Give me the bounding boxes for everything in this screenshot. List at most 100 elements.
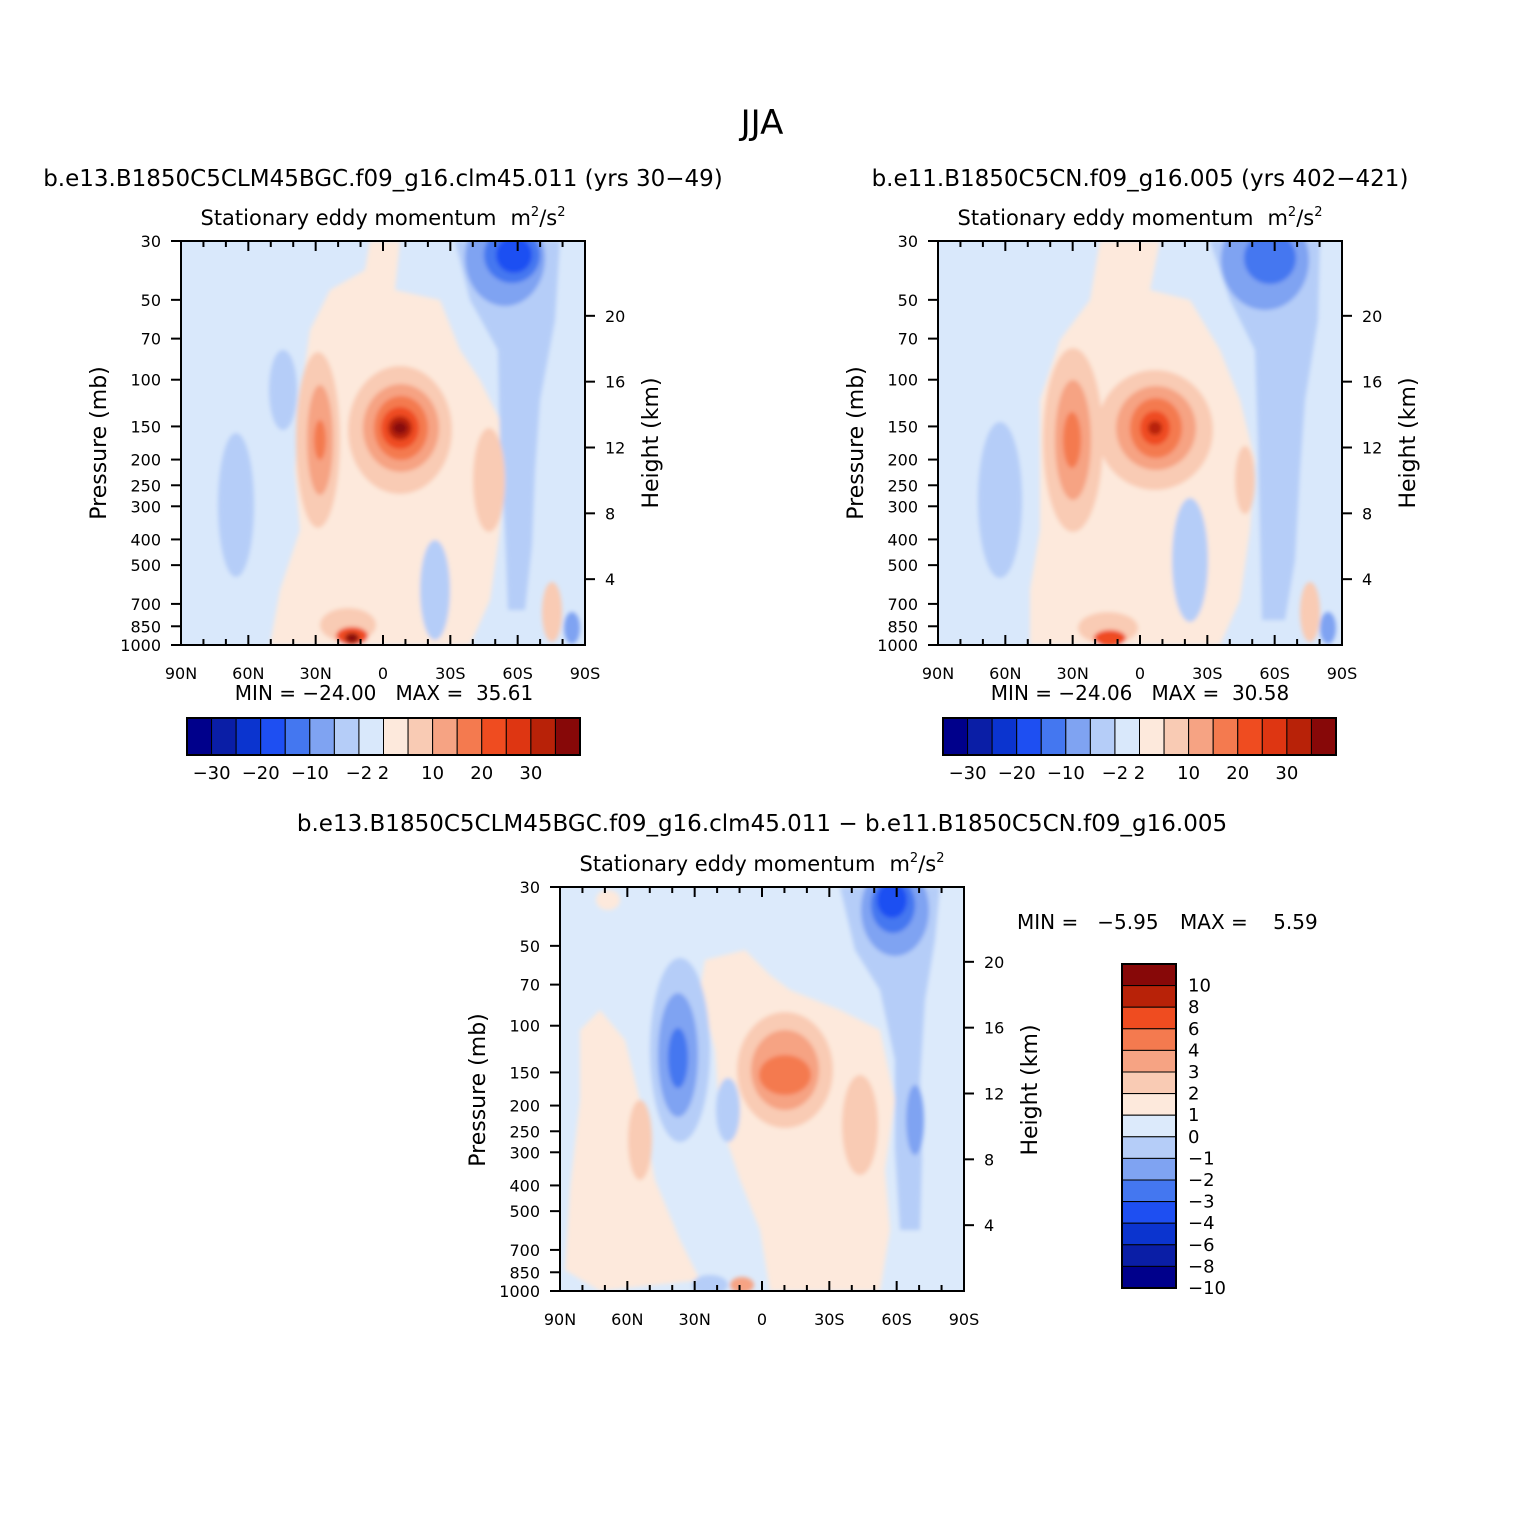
field-blob [1148, 421, 1162, 435]
colorbar-swatch [1261, 717, 1288, 756]
colorbar-swatch [1121, 1201, 1177, 1224]
pressure-tick-label: 50 [141, 291, 161, 310]
height-tick-label: 16 [984, 1019, 1004, 1038]
colorbar-label: −8 [1188, 1256, 1215, 1277]
lat-tick-label: 60S [1259, 664, 1290, 683]
pressure-tick-label: 300 [887, 497, 918, 516]
colorbar-swatch [967, 717, 993, 756]
colorbar-swatch [1121, 963, 1177, 987]
lat-tick-label: 90N [544, 1310, 576, 1329]
colorbar-swatch [235, 717, 262, 756]
colorbar-label: −30 [949, 763, 987, 784]
colorbar-label: −20 [998, 763, 1036, 784]
colorbar-swatch [554, 717, 581, 756]
colorbar-swatch [942, 717, 969, 756]
lat-tick-label: 60S [881, 1310, 912, 1329]
field-blob [314, 420, 326, 460]
lat-tick-label: 90N [165, 664, 197, 683]
colorbar-swatch [456, 717, 483, 756]
colorbar-label: 0 [1188, 1127, 1199, 1148]
pressure-tick-label: 1000 [877, 636, 918, 655]
colorbar-swatch [358, 717, 384, 756]
field-blob [1172, 498, 1208, 622]
height-tick-label: 20 [1362, 307, 1382, 326]
colorbar-swatch [1016, 717, 1042, 756]
colorbar-label: 30 [519, 763, 542, 784]
pressure-tick-label: 1000 [120, 636, 161, 655]
colorbar-label: −10 [291, 763, 329, 784]
pressure-tick-label: 200 [887, 451, 918, 470]
colorbar-label: −10 [1047, 763, 1085, 784]
lat-tick-label: 30S [435, 664, 466, 683]
pressure-tick-label: 100 [130, 371, 161, 390]
colorbar-swatch [1121, 1028, 1177, 1051]
colorbar-frame [186, 717, 581, 756]
colorbar-main: −30 −20 −10 −2 2 10 20 30 [186, 717, 581, 784]
colorbar-swatch [1121, 1006, 1177, 1030]
colorbar-swatch [1121, 1093, 1177, 1116]
colorbar-swatch [1065, 717, 1091, 756]
lat-tick-label: 60S [502, 664, 533, 683]
field-blob [564, 612, 580, 644]
pressure-tick-label: 30 [141, 232, 161, 251]
field-blob [420, 540, 450, 640]
height-tick-label: 12 [1362, 438, 1382, 457]
colorbar-swatch [383, 717, 409, 756]
pressure-tick-label: 700 [509, 1241, 540, 1260]
colorbar-swatch [1163, 717, 1190, 756]
panel-case1-field [181, 241, 585, 645]
pressure-tick-label: 200 [130, 451, 161, 470]
panel-diff: b.e13.B1850C5CLM45BGC.f09_g16.clm45.011 … [297, 811, 1318, 1329]
pressure-tick-label: 50 [898, 291, 918, 310]
field-blob [596, 890, 620, 910]
pressure-tick-label: 250 [130, 476, 161, 495]
pressure-tick-label: 150 [509, 1063, 540, 1082]
colorbar-label: −2 [346, 763, 373, 784]
colorbar-swatch [432, 717, 458, 756]
height-tick-label: 20 [984, 953, 1004, 972]
pressure-tick-label: 500 [130, 556, 161, 575]
colorbar-swatch [333, 717, 360, 756]
pressure-tick-label: 700 [130, 595, 161, 614]
colorbar-swatch [1310, 717, 1337, 756]
field-blob [542, 582, 562, 642]
field-blob [716, 1078, 740, 1142]
field-blob [1210, 241, 1320, 620]
field-blob [978, 422, 1022, 578]
lat-tick-label: 0 [1135, 664, 1145, 683]
colorbar-swatch [1139, 717, 1165, 756]
lat-tick-label: 30S [1192, 664, 1223, 683]
colorbar-swatch [1121, 1136, 1177, 1159]
pressure-tick-label: 1000 [499, 1282, 540, 1301]
field-blob [730, 1277, 754, 1291]
pressure-tick-label: 400 [887, 530, 918, 549]
colorbar-swatch [1040, 717, 1067, 756]
lat-tick-label: 60N [611, 1310, 643, 1329]
height-tick-label: 20 [605, 307, 625, 326]
colorbar-label: 4 [1188, 1040, 1199, 1061]
height-tick-label: 12 [984, 1084, 1004, 1103]
pressure-tick-label: 30 [520, 878, 540, 897]
panel-diff-case-title: b.e13.B1850C5CLM45BGC.f09_g16.clm45.011 … [297, 811, 1227, 837]
pressure-tick-label: 700 [887, 595, 918, 614]
colorbar-swatch [1089, 717, 1116, 756]
ylabel-right: Height (km) [639, 377, 664, 508]
colorbar-swatch [211, 717, 237, 756]
field-blob [1300, 582, 1320, 642]
colorbar-swatch [1121, 1049, 1177, 1073]
colorbar-label: −3 [1188, 1192, 1215, 1213]
colorbar-label: −4 [1188, 1213, 1215, 1234]
colorbar-swatch [1121, 1179, 1177, 1203]
panel-diff-field [560, 887, 964, 1291]
height-tick-label: 8 [984, 1150, 994, 1169]
pressure-tick-label: 50 [520, 937, 540, 956]
colorbar-swatch [505, 717, 532, 756]
stats-text: MIN = −24.00 MAX = 35.61 [235, 681, 533, 705]
colorbar-label: 6 [1188, 1019, 1199, 1040]
colorbar-swatch [1114, 717, 1140, 756]
ylabel-left: Pressure (mb) [466, 1013, 491, 1167]
height-tick-label: 16 [605, 373, 625, 392]
colorbar-swatch [309, 717, 335, 756]
panel-case1-variable-title: Stationary eddy momentum m2/s2 [200, 205, 565, 230]
